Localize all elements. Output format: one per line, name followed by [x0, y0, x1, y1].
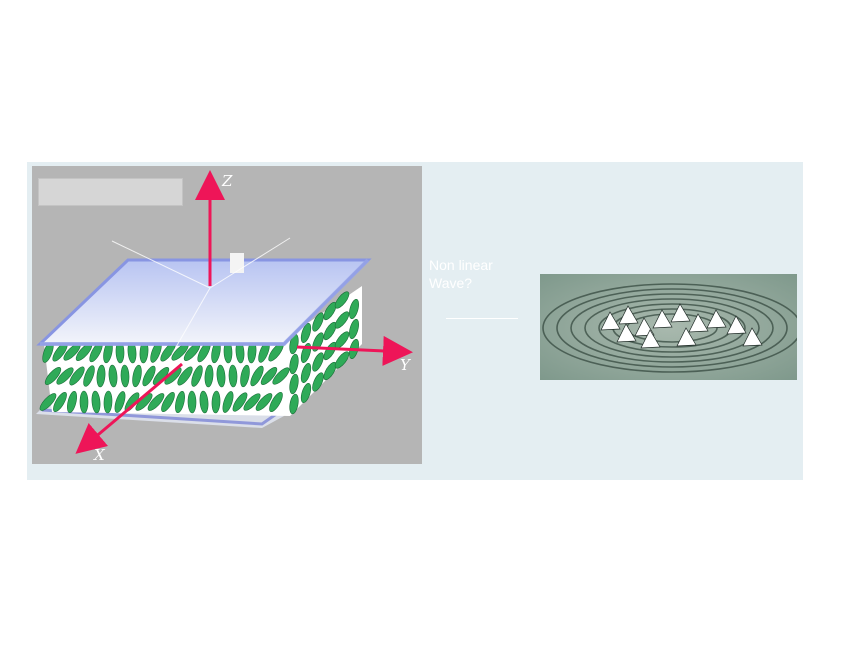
- wave-spike: [676, 327, 697, 347]
- wave-spike: [670, 303, 691, 323]
- molecule: [334, 291, 350, 309]
- molecule: [142, 365, 156, 387]
- wave-spike: [742, 327, 763, 347]
- molecule: [211, 390, 221, 414]
- ripple: [598, 303, 746, 353]
- molecule: [187, 390, 197, 414]
- molecule: [222, 391, 234, 413]
- molecule: [323, 361, 337, 381]
- molecule: [323, 301, 337, 321]
- molecule: [300, 323, 312, 343]
- molecule: [269, 391, 283, 413]
- molecule: [289, 373, 299, 395]
- wave-illustration: [540, 274, 797, 380]
- front-molecules: [39, 340, 290, 414]
- molecule: [334, 311, 350, 329]
- molecule: [349, 298, 359, 320]
- molecule: [114, 391, 126, 413]
- molecule: [323, 321, 337, 341]
- y-axis-arrow: [296, 335, 413, 366]
- caption-box: [38, 178, 183, 206]
- wave-spike: [726, 315, 747, 335]
- molecule: [199, 390, 209, 414]
- molecule: [108, 364, 118, 388]
- layer-illustration: Z Y X: [36, 170, 413, 464]
- molecule: [260, 367, 278, 385]
- molecule: [39, 393, 57, 411]
- y-axis-label: Y: [400, 356, 412, 374]
- molecule: [349, 318, 359, 340]
- wave-spike: [640, 329, 661, 349]
- molecule: [191, 365, 203, 387]
- molecule: [228, 364, 238, 388]
- label-underline: [446, 318, 518, 319]
- molecule: [334, 351, 350, 369]
- molecule: [300, 363, 312, 383]
- wave-spike: [618, 305, 639, 325]
- molecule: [67, 390, 77, 414]
- molecule: [289, 393, 299, 415]
- molecule: [69, 366, 85, 386]
- ripple: [542, 283, 797, 373]
- wave-spike: [600, 311, 621, 331]
- small-tab: [230, 253, 244, 273]
- liquid-crystal-layer-image: Z Y X: [32, 166, 422, 464]
- molecule: [232, 392, 248, 412]
- molecule: [79, 390, 89, 414]
- molecule: [312, 372, 324, 392]
- wave-spike: [706, 309, 727, 329]
- molecule: [96, 364, 106, 388]
- molecule: [120, 364, 130, 388]
- label-line-2: Wave?: [429, 275, 473, 291]
- molecule: [53, 392, 67, 412]
- wave-spike: [688, 313, 709, 333]
- molecule: [289, 353, 299, 375]
- molecule: [300, 383, 312, 403]
- molecule: [312, 352, 324, 372]
- wave-spike: [652, 309, 673, 329]
- molecule: [216, 364, 226, 388]
- x-axis-label: X: [93, 446, 106, 464]
- molecule: [161, 391, 175, 413]
- molecule: [147, 393, 165, 411]
- molecule: [255, 393, 273, 411]
- molecule: [83, 365, 95, 387]
- z-axis-label: Z: [221, 172, 233, 190]
- molecule: [56, 367, 74, 385]
- nonlinear-wave-label: Non linear Wave?: [429, 256, 539, 292]
- wave-pattern-image: [540, 274, 797, 380]
- x-axis-arrow: [75, 362, 183, 454]
- molecule: [91, 390, 101, 414]
- molecule: [272, 367, 290, 385]
- molecule: [103, 390, 113, 414]
- molecule: [175, 390, 185, 414]
- ripple: [584, 298, 760, 358]
- wave-spikes: [600, 303, 763, 349]
- molecule: [177, 366, 193, 386]
- molecule: [240, 364, 250, 388]
- ripple: [570, 293, 774, 363]
- molecule: [250, 365, 264, 387]
- label-line-1: Non linear: [429, 257, 493, 273]
- molecule: [44, 366, 62, 386]
- wave-spike: [616, 323, 637, 343]
- molecule: [243, 393, 261, 411]
- side-molecules: [289, 291, 359, 415]
- molecule: [312, 312, 324, 332]
- molecule: [132, 364, 142, 388]
- molecule: [204, 364, 214, 388]
- ripple: [556, 288, 788, 368]
